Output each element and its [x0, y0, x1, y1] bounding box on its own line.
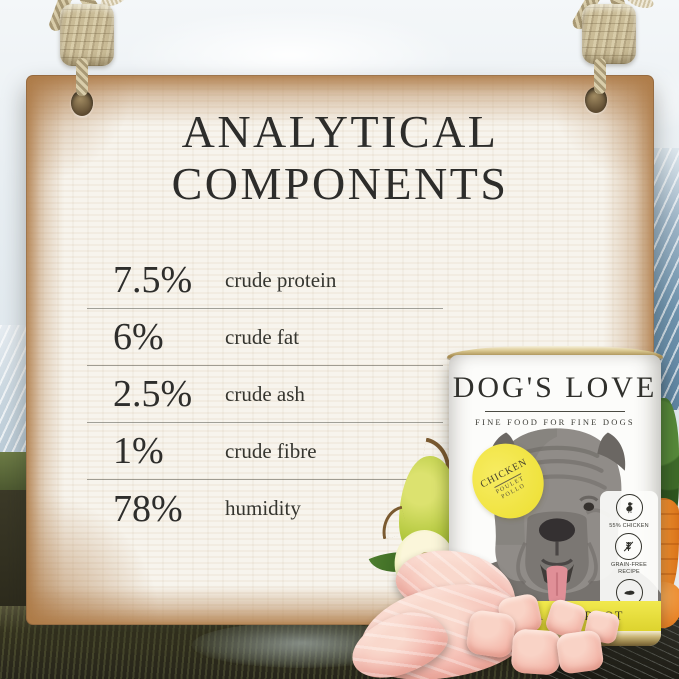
rope-knot [60, 4, 114, 66]
value-label: humidity [225, 496, 301, 520]
rope-left [47, 0, 138, 102]
sign-title-line1: ANALYTICAL [181, 106, 499, 157]
sign-title: ANALYTICAL COMPONENTS [27, 106, 653, 209]
claim-text: 55% CHICKEN [609, 523, 649, 529]
grain-free-icon [615, 533, 643, 561]
rope-hole-left [71, 90, 93, 116]
chicken-cube [510, 628, 562, 676]
sign-title-line2: COMPONENTS [171, 157, 509, 209]
claim-text: RECIPE [618, 569, 640, 576]
value-label: crude fat [225, 324, 300, 349]
chicken-icon [615, 494, 643, 521]
mountain-left [0, 325, 29, 470]
value-percent: 78% [113, 487, 183, 530]
claim-text: GRAIN-FREE [611, 562, 647, 569]
list-item: 1% crude fibre [87, 423, 443, 480]
rope-knot [582, 4, 636, 64]
dog-food-can: DOG'S LOVE FINE FOOD FOR FINE DOGS [447, 346, 663, 646]
value-percent: 1% [113, 430, 164, 472]
green-hill [0, 452, 29, 496]
brand-name: DOG'S LOVE [452, 371, 658, 404]
claim-grain-free: GRAIN-FREE RECIPE [611, 533, 647, 576]
value-label: crude protein [225, 267, 337, 292]
brand-tagline: FINE FOOD FOR FINE DOGS [475, 417, 635, 427]
list-item: 7.5% crude protein [87, 252, 443, 309]
rope-strand [594, 58, 606, 94]
rope-strand [76, 58, 88, 96]
value-percent: 6% [113, 316, 164, 358]
brand-divider [485, 411, 625, 412]
claim-chicken: 55% CHICKEN [609, 494, 649, 530]
value-label: crude ash [225, 381, 305, 406]
rope-right [568, 0, 663, 102]
value-label: crude fibre [225, 438, 317, 463]
analytical-values-list: 7.5% crude protein 6% crude fat 2.5% cru… [87, 252, 443, 537]
value-percent: 2.5% [113, 373, 193, 415]
chicken-cube [555, 629, 605, 675]
can-label: DOG'S LOVE FINE FOOD FOR FINE DOGS [449, 355, 661, 646]
list-item: 2.5% crude ash [87, 366, 443, 423]
list-item: 6% crude fat [87, 309, 443, 366]
value-percent: 7.5% [113, 259, 193, 301]
chicken-cube [465, 609, 517, 659]
list-item: 78% humidity [87, 480, 443, 537]
